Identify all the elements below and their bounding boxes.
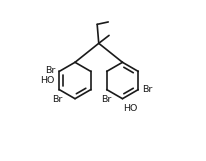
Text: HO: HO	[40, 76, 54, 85]
Text: Br: Br	[142, 85, 152, 94]
Text: Br: Br	[100, 95, 111, 104]
Text: HO: HO	[123, 104, 137, 113]
Text: Br: Br	[52, 95, 63, 104]
Text: Br: Br	[45, 66, 55, 75]
